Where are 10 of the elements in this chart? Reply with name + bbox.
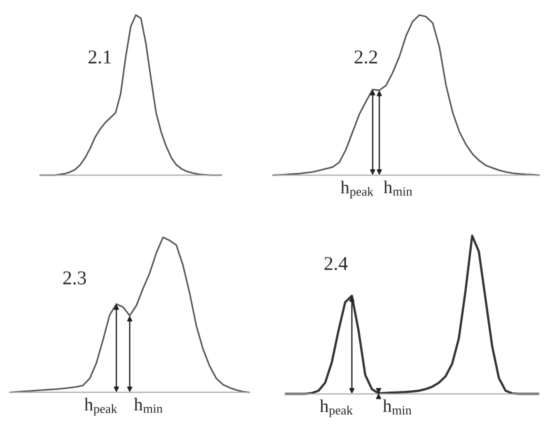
annotation: 2.4 xyxy=(324,256,348,270)
annotation: 2.2 xyxy=(354,50,378,64)
text: h$_{min}$ xyxy=(382,399,412,414)
text: h$_{peak}$ xyxy=(340,180,374,198)
text: h$_{peak}$ xyxy=(84,398,118,416)
text: h$_{min}$ xyxy=(384,180,412,196)
annotation: 2.3 xyxy=(63,271,86,285)
annotation: 2.1 xyxy=(88,50,111,64)
text: h$_{min}$ xyxy=(134,398,163,413)
text: h$_{peak}$ xyxy=(320,399,353,418)
